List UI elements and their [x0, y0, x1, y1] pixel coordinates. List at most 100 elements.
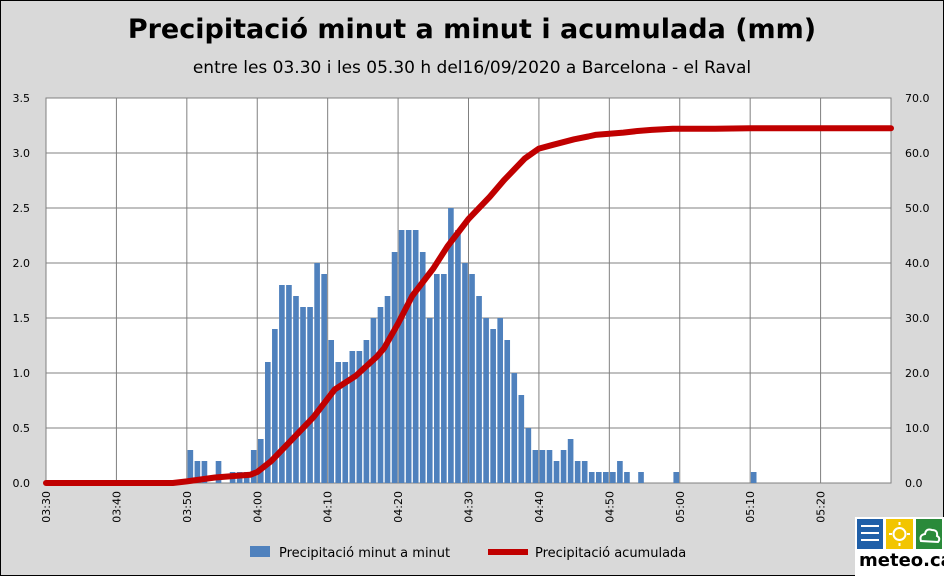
- legend: Precipitació minut a minut Precipitació …: [250, 546, 686, 561]
- precip-bar: [257, 439, 264, 483]
- precip-bar: [398, 230, 405, 483]
- precip-bar: [504, 340, 511, 483]
- legend-bar-label: Precipitació minut a minut: [279, 546, 450, 561]
- y-right-tick-label: 60.0: [905, 147, 930, 160]
- precip-bar: [250, 450, 257, 483]
- precip-bar: [412, 230, 419, 483]
- precip-bar: [441, 274, 447, 483]
- meteocat-logo: meteo.cat: [855, 517, 944, 576]
- precip-bar: [617, 461, 623, 483]
- precip-bar: [560, 450, 567, 483]
- precip-bar: [595, 472, 602, 483]
- x-tick-label: 04:50: [603, 491, 616, 523]
- x-tick-label: 03:50: [181, 491, 194, 523]
- precip-bar: [638, 472, 644, 483]
- y-right-tick-label: 0.0: [905, 477, 923, 490]
- logo-lines-icon: [857, 519, 883, 549]
- y-axis-left: 0.0 0.5 1.0 1.5 2.0 2.5 3.0 3.5: [13, 92, 31, 490]
- precip-bar: [384, 296, 391, 483]
- precip-bar: [750, 472, 757, 483]
- y-left-tick-label: 2.5: [13, 202, 31, 215]
- precip-bar: [448, 208, 454, 483]
- y-left-tick-label: 2.0: [13, 257, 31, 270]
- precip-bar: [567, 439, 574, 483]
- precip-bar: [187, 450, 194, 483]
- x-tick-label: 03:40: [110, 491, 123, 523]
- precip-bar: [574, 461, 581, 483]
- precip-bar: [553, 461, 560, 483]
- y-right-tick-label: 30.0: [905, 312, 930, 325]
- precip-bar: [455, 230, 461, 483]
- y-right-tick-label: 40.0: [905, 257, 930, 270]
- precip-bar: [419, 252, 426, 483]
- precip-bar: [356, 351, 363, 483]
- precip-bar: [525, 428, 532, 483]
- precip-bar: [201, 461, 208, 483]
- precip-bar: [286, 285, 292, 483]
- y-right-tick-label: 50.0: [905, 202, 930, 215]
- precip-bar: [264, 362, 271, 483]
- precip-bar: [588, 472, 595, 483]
- precip-bar: [581, 461, 588, 483]
- y-left-tick-label: 3.0: [13, 147, 31, 160]
- x-tick-label: 03:30: [40, 491, 53, 523]
- chart-subtitle: entre les 03.30 i les 05.30 h del16/09/2…: [192, 58, 752, 78]
- y-right-tick-label: 20.0: [905, 367, 930, 380]
- x-tick-label: 04:40: [533, 491, 546, 523]
- precip-bar: [363, 340, 370, 483]
- precip-bar: [215, 461, 222, 483]
- chart-title: Precipitació minut a minut i acumulada (…: [127, 14, 817, 45]
- legend-bar-swatch: [250, 546, 270, 557]
- y-left-tick-label: 3.5: [13, 92, 31, 105]
- precip-bar: [602, 472, 609, 483]
- precip-bar: [462, 263, 468, 483]
- y-axis-right: 0.0 10.0 20.0 30.0 40.0 50.0 60.0 70.0: [905, 92, 930, 490]
- precip-bar: [518, 395, 525, 483]
- precip-bar: [490, 329, 496, 483]
- legend-line-label: Precipitació acumulada: [535, 546, 686, 561]
- logo-cloud-icon: [916, 519, 942, 549]
- precip-bar: [321, 274, 327, 483]
- precip-bar: [483, 318, 489, 483]
- line-series: [43, 125, 894, 486]
- precip-bar: [476, 296, 482, 483]
- x-tick-label: 05:10: [744, 491, 757, 523]
- precip-bar: [272, 329, 278, 483]
- precip-bar: [497, 318, 504, 483]
- precip-bar: [314, 263, 320, 483]
- precip-bar: [405, 230, 412, 483]
- x-tick-label: 04:10: [322, 491, 335, 523]
- precip-bar: [335, 362, 342, 483]
- x-tick-label: 05:00: [674, 491, 687, 523]
- precip-bar: [307, 307, 313, 483]
- precip-bar: [546, 450, 553, 483]
- precip-bar: [532, 450, 539, 483]
- logo-text: meteo.cat: [859, 550, 944, 571]
- precip-bar: [673, 472, 680, 483]
- bar-series: [187, 208, 757, 483]
- y-right-tick-label: 10.0: [905, 422, 930, 435]
- precip-bar: [194, 461, 201, 483]
- x-tick-label: 04:00: [251, 491, 264, 523]
- y-left-tick-label: 1.0: [13, 367, 31, 380]
- logo-sun-icon: [886, 519, 913, 549]
- x-axis: 03:30 03:40 03:50 04:00 04:10 04:20 04:30 04:40…: [40, 491, 828, 523]
- precip-bar: [300, 307, 306, 483]
- y-left-tick-label: 1.5: [13, 312, 31, 325]
- cumulative-line: [43, 125, 894, 486]
- logo-icons: [857, 519, 942, 549]
- precip-bar: [539, 450, 546, 483]
- precip-bar: [391, 252, 398, 483]
- precip-bar: [342, 362, 349, 483]
- precip-bar: [624, 472, 630, 483]
- y-right-tick-label: 70.0: [905, 92, 930, 105]
- x-tick-label: 04:20: [392, 491, 405, 523]
- precip-bar: [370, 318, 377, 483]
- precip-bar: [279, 285, 285, 483]
- y-left-tick-label: 0.5: [13, 422, 31, 435]
- precip-bar: [433, 274, 440, 483]
- x-tick-label: 04:30: [463, 491, 476, 523]
- x-tick-label: 05:20: [815, 491, 828, 523]
- precip-bar: [511, 373, 518, 483]
